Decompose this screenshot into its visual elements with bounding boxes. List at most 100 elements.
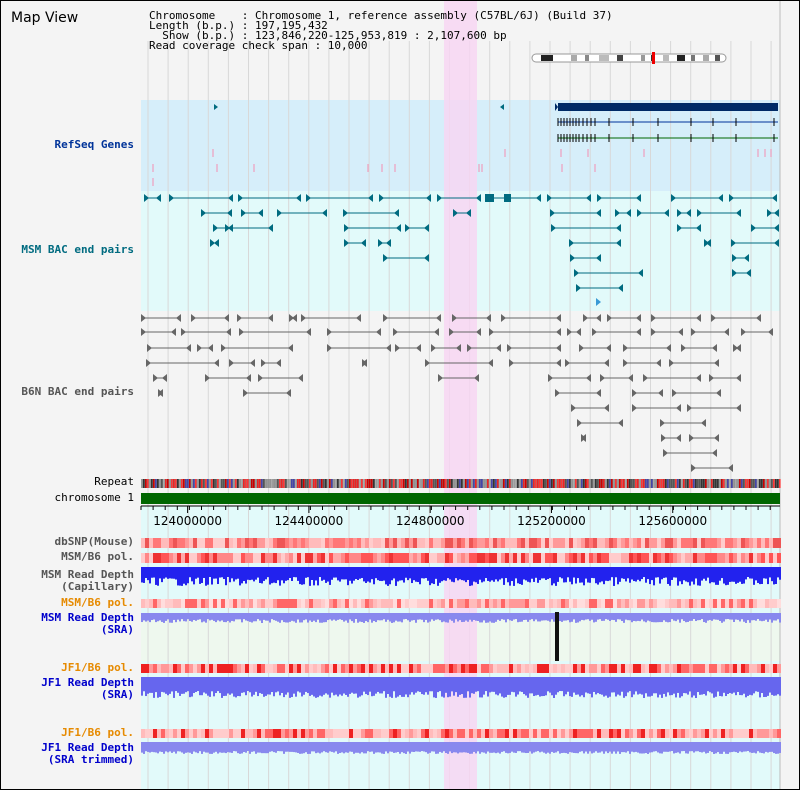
- repeat-segment: [261, 479, 263, 488]
- msm-b6-pol-track-cell: [661, 553, 665, 563]
- repeat-segment: [287, 479, 289, 488]
- jf1-depth-track-bar: [221, 677, 223, 698]
- track-label-jf1-b6-pol-trimmed[interactable]: JF1/B6 pol.: [61, 726, 134, 739]
- dbsnp-track-cell: [649, 538, 653, 548]
- jf1-depth-trim-track-bar: [615, 742, 617, 754]
- msm-depth-sra-track-bar: [235, 613, 237, 620]
- msm-depth-capillary-track-bar: [367, 567, 369, 582]
- jf1-depth-track-bar: [411, 677, 413, 693]
- jf1-depth-trim-track-bar: [167, 742, 169, 753]
- jf1-b6-pol-track-cell: [373, 664, 377, 673]
- repeat-segment: [161, 479, 163, 488]
- jf1-depth-track-bar: [529, 677, 531, 694]
- msm-depth-capillary-track-bar: [605, 567, 607, 581]
- msm-depth-sra-track-bar: [731, 613, 733, 620]
- jf1-depth-trim-track-bar: [457, 742, 459, 754]
- msm-depth-sra-track-bar: [411, 613, 413, 621]
- jf1-depth-trim-track-bar: [689, 742, 691, 752]
- jf1-depth-track-bar: [409, 677, 411, 695]
- msm-depth-capillary-track-bar: [167, 567, 169, 579]
- msm-depth-capillary-track-bar: [345, 567, 347, 580]
- jf1-b6-pol-trim-track-cell: [421, 729, 425, 738]
- jf1-b6-pol-track-cell: [529, 664, 533, 673]
- msm-depth-sra-track-bar: [217, 613, 219, 621]
- msm-depth-sra-track-bar: [163, 613, 165, 623]
- track-label-msm-b6-pol[interactable]: MSM/B6 pol.: [61, 550, 134, 563]
- track-label-refseq[interactable]: RefSeq Genes: [54, 138, 134, 151]
- jf1-depth-track-bar: [495, 677, 497, 695]
- msm-depth-capillary-track-bar: [199, 567, 201, 584]
- repeat-segment: [189, 479, 191, 488]
- jf1-b6-pol-track-cell: [465, 664, 469, 673]
- jf1-depth-track-bar: [317, 677, 319, 698]
- jf1-b6-pol-trim-track-cell: [729, 729, 733, 738]
- jf1-depth-trim-track-bar: [141, 742, 143, 753]
- jf1-depth-trim-track-bar: [775, 742, 777, 754]
- repeat-segment: [321, 479, 323, 488]
- track-label-jf1-depth[interactable]: JF1 Read Depth (SRA): [1, 677, 134, 701]
- jf1-b6-pol-track-cell: [389, 664, 393, 673]
- jf1-depth-trim-track-bar: [635, 742, 637, 752]
- jf1-depth-trim-track-bar: [735, 742, 737, 753]
- jf1-depth-trim-track-bar: [761, 742, 763, 754]
- jf1-b6-pol-track-cell: [305, 664, 309, 673]
- jf1-b6-pol-trim-track-cell: [761, 729, 765, 738]
- track-label-msm-b6-pol-sra[interactable]: MSM/B6 pol.: [61, 596, 134, 609]
- chromosome-info: Chromosome : Chromosome 1, reference ass…: [149, 10, 613, 51]
- msm-depth-capillary-track-bar: [251, 567, 253, 580]
- msm-depth-sra-track-bar: [299, 613, 301, 623]
- jf1-depth-trim-track-bar: [539, 742, 541, 753]
- msm-b6-pol-sra-track-cell: [337, 599, 341, 608]
- b6n-bac-pair-end: [701, 419, 706, 427]
- msm-b6-pol-track-cell: [237, 553, 241, 563]
- jf1-depth-track-bar: [671, 677, 673, 696]
- jf1-b6-pol-trim-track-cell: [437, 729, 441, 738]
- jf1-depth-track-bar: [235, 677, 237, 698]
- msm-b6-pol-sra-track-cell: [233, 599, 237, 608]
- jf1-depth-track-bar: [453, 677, 455, 696]
- jf1-depth-track-bar: [351, 677, 353, 693]
- repeat-segment: [599, 479, 601, 488]
- msm-b6-pol-sra-track-cell: [773, 599, 777, 608]
- msm-b6-pol-track-cell: [409, 553, 413, 563]
- repeat-segment: [289, 479, 291, 488]
- track-label-dbsnp[interactable]: dbSNP(Mouse): [54, 535, 134, 548]
- repeat-segment: [589, 479, 591, 488]
- track-label-jf1-b6-pol[interactable]: JF1/B6 pol.: [61, 661, 134, 674]
- msm-depth-sra-track-bar: [367, 613, 369, 623]
- repeat-segment: [503, 479, 505, 488]
- ideogram-band: [599, 55, 609, 61]
- repeat-segment: [507, 479, 509, 488]
- track-label-msm-bac[interactable]: MSM BAC end pairs: [21, 243, 134, 256]
- msm-b6-pol-track-cell: [741, 553, 745, 563]
- msm-depth-capillary-track-bar: [415, 567, 417, 582]
- jf1-depth-track-bar: [169, 677, 171, 694]
- dbsnp-track-cell: [585, 538, 589, 548]
- jf1-b6-pol-track-cell: [329, 664, 333, 673]
- dbsnp-track-cell: [493, 538, 497, 548]
- track-label-b6n-bac[interactable]: B6N BAC end pairs: [21, 385, 134, 398]
- msm-depth-sra-track-bar: [361, 613, 363, 623]
- jf1-b6-pol-track-cell: [301, 664, 305, 673]
- track-label-msm-depth-capillary[interactable]: MSM Read Depth (Capillary): [1, 569, 134, 593]
- jf1-depth-track-bar: [217, 677, 219, 692]
- repeat-segment: [263, 479, 265, 488]
- jf1-depth-track-bar: [549, 677, 551, 693]
- jf1-depth-track-bar: [731, 677, 733, 694]
- repeat-segment: [751, 479, 753, 488]
- msm-bac-pair-end: [268, 224, 273, 232]
- repeat-segment: [449, 479, 451, 488]
- b6n-bac-pair-end: [716, 389, 721, 397]
- repeat-segment: [165, 479, 167, 488]
- msm-depth-sra-track-bar: [301, 613, 303, 623]
- msm-depth-capillary-track-bar: [727, 567, 729, 585]
- msm-bac-pair-end: [618, 284, 623, 292]
- track-label-jf1-depth-trimmed[interactable]: JF1 Read Depth (SRA trimmed): [1, 742, 134, 766]
- jf1-b6-pol-trim-track-cell: [717, 729, 721, 738]
- b6n-bac-pair-end: [556, 314, 561, 322]
- jf1-depth-track-bar: [499, 677, 501, 694]
- msm-depth-sra-track-bar: [733, 613, 735, 623]
- jf1-b6-pol-track-cell: [161, 664, 165, 673]
- track-label-msm-depth-sra[interactable]: MSM Read Depth (SRA): [1, 612, 134, 636]
